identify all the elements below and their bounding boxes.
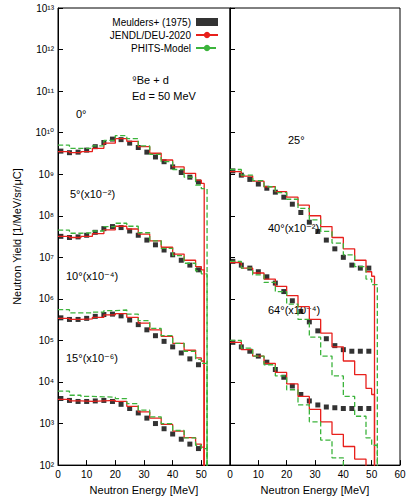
svg-text:0: 0 [55, 469, 61, 480]
svg-text:30: 30 [309, 469, 321, 480]
svg-text:10¹²: 10¹² [36, 44, 54, 55]
svg-text:60: 60 [394, 469, 406, 480]
svg-text:10¹⁰: 10¹⁰ [36, 127, 54, 138]
svg-text:10⁹: 10⁹ [39, 169, 54, 180]
svg-text:Ed = 50 MeV: Ed = 50 MeV [132, 90, 197, 102]
svg-text:10⁵: 10⁵ [39, 335, 54, 346]
svg-text:30: 30 [138, 469, 150, 480]
svg-text:10¹¹: 10¹¹ [36, 86, 54, 97]
svg-text:5°(x10⁻²): 5°(x10⁻²) [70, 188, 115, 200]
svg-text:40: 40 [338, 469, 350, 480]
svg-text:50: 50 [366, 469, 378, 480]
svg-text:10: 10 [81, 469, 93, 480]
svg-text:20: 20 [110, 469, 122, 480]
svg-text:10°(x10⁻⁴): 10°(x10⁻⁴) [66, 270, 118, 282]
svg-text:10: 10 [253, 469, 265, 480]
svg-text:25°: 25° [288, 134, 305, 146]
svg-text:0: 0 [227, 469, 233, 480]
svg-text:64°(x10⁻⁴): 64°(x10⁻⁴) [268, 304, 320, 316]
svg-text:Neutron Yield [1/MeV/sr/μC]: Neutron Yield [1/MeV/sr/μC] [11, 168, 23, 305]
svg-text:⁹Be + d: ⁹Be + d [132, 74, 169, 86]
svg-text:Neutron Energy [MeV]: Neutron Energy [MeV] [90, 484, 199, 496]
svg-text:Neutron Energy [MeV]: Neutron Energy [MeV] [261, 484, 370, 496]
svg-text:10³: 10³ [40, 418, 55, 429]
svg-text:15°(x10⁻⁶): 15°(x10⁻⁶) [66, 352, 118, 364]
svg-text:10¹³: 10¹³ [36, 3, 54, 14]
svg-text:10⁶: 10⁶ [39, 293, 54, 304]
svg-text:10⁸: 10⁸ [39, 210, 54, 221]
svg-text:0°: 0° [76, 108, 87, 120]
svg-text:PHITS-Model: PHITS-Model [131, 43, 191, 54]
svg-text:Meulders+ (1975): Meulders+ (1975) [112, 17, 191, 28]
svg-text:40°(x10⁻²): 40°(x10⁻²) [268, 221, 320, 234]
svg-text:20: 20 [281, 469, 293, 480]
svg-text:JENDL/DEU-2020: JENDL/DEU-2020 [110, 30, 192, 41]
svg-text:10⁴: 10⁴ [39, 376, 54, 387]
svg-text:10⁷: 10⁷ [39, 252, 54, 263]
svg-text:40: 40 [167, 469, 179, 480]
svg-text:50: 50 [196, 469, 208, 480]
svg-text:10²: 10² [40, 460, 55, 471]
